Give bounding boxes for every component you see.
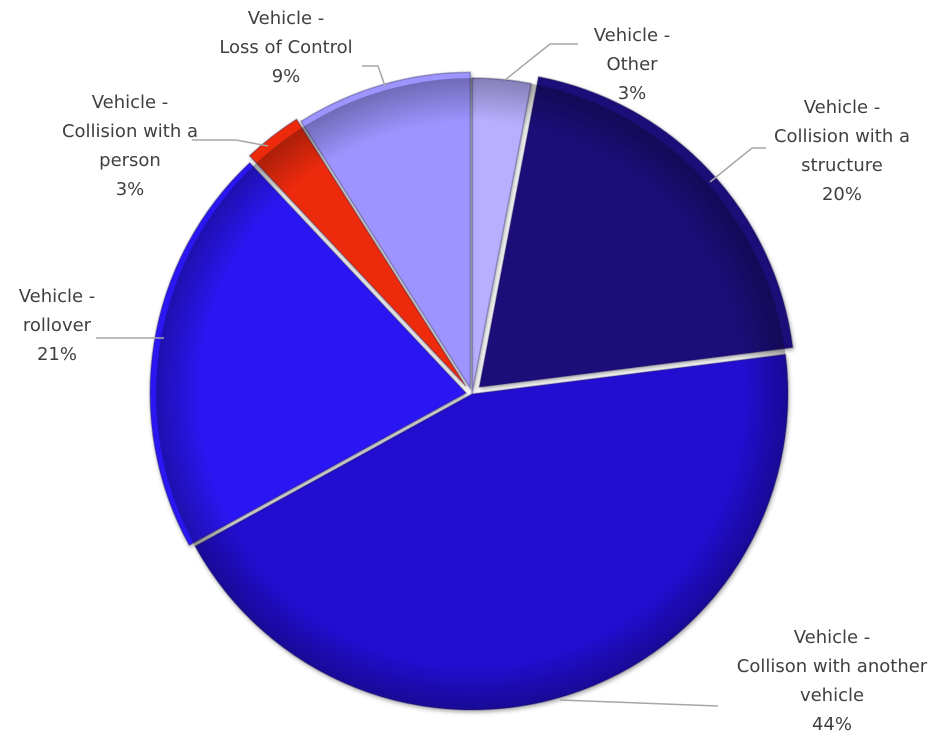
- slice-category-label: person: [99, 150, 161, 171]
- slice-category-label: Vehicle -: [92, 92, 169, 113]
- slice-category-label: Vehicle -: [804, 97, 881, 118]
- slice-percent-label: 3%: [618, 83, 647, 104]
- slice-percent-label: 20%: [822, 184, 862, 205]
- slice-percent-label: 9%: [272, 66, 301, 87]
- slice-percent-label: 21%: [37, 344, 77, 365]
- slice-category-label: Vehicle -: [19, 286, 96, 307]
- slice-category-label: rollover: [23, 315, 92, 336]
- slice-percent-label: 44%: [812, 714, 852, 735]
- slice-category-label: Collision with a: [774, 126, 910, 147]
- slice-category-label: Collison with another: [737, 656, 928, 677]
- slice-category-label: structure: [801, 155, 883, 176]
- slice-category-label: Vehicle -: [248, 8, 325, 29]
- slice-category-label: Loss of Control: [219, 37, 352, 58]
- slice-category-label: Vehicle -: [794, 627, 871, 648]
- leader-line-vehicle-collison-with-another-vehicle: [559, 699, 719, 707]
- pie-rim-shading: [156, 78, 788, 710]
- leader-line-vehicle-loss-of-control: [362, 65, 386, 87]
- leader-line-vehicle-collision-with-a-structure: [709, 147, 766, 183]
- leader-lines: [96, 43, 766, 707]
- slice-category-label: Collision with a: [62, 121, 198, 142]
- leader-line-vehicle-other: [504, 43, 578, 81]
- slice-labels: Vehicle - Other 3% Vehicle - Collision with …: [19, 8, 928, 735]
- slice-category-label: Vehicle -: [594, 25, 671, 46]
- leader-line-vehicle-collision-with-a-person: [192, 139, 269, 147]
- slice-category-label: Other: [606, 54, 658, 75]
- slice-category-label: vehicle: [800, 685, 864, 706]
- slice-percent-label: 3%: [116, 179, 145, 200]
